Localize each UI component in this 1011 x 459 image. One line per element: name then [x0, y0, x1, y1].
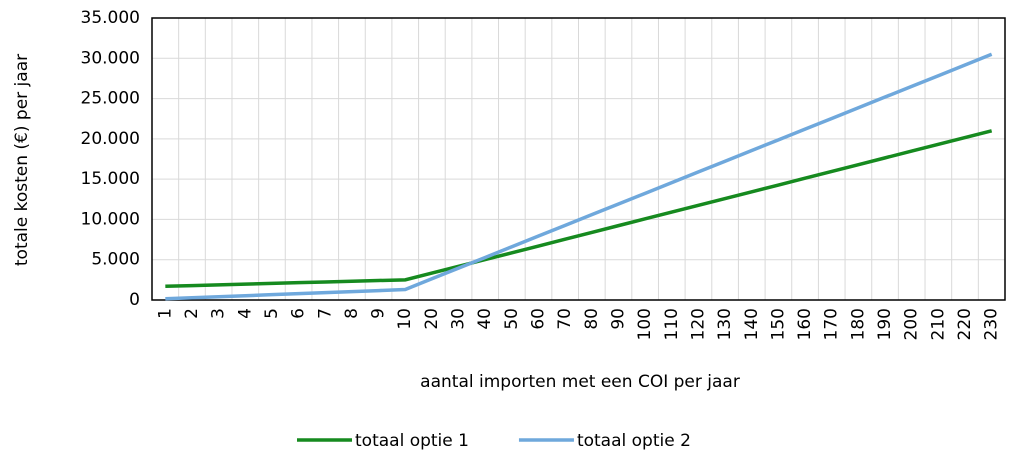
x-tick-label: 3	[209, 308, 229, 319]
y-tick-label: 20.000	[81, 129, 140, 149]
x-tick-label: 4	[235, 308, 255, 319]
plot-border	[151, 17, 1006, 301]
x-tick-label: 7	[315, 308, 335, 319]
x-tick-label: 5	[262, 308, 282, 319]
x-tick-label: 160	[795, 308, 815, 340]
x-tick-label: 230	[982, 308, 1002, 340]
legend-label: totaal optie 2	[577, 431, 691, 451]
x-tick-label: 150	[768, 308, 788, 340]
y-tick-label: 15.000	[81, 169, 140, 189]
x-tick-label: 8	[342, 308, 362, 319]
legend-label: totaal optie 1	[355, 431, 469, 451]
x-tick-label: 40	[475, 308, 495, 330]
x-tick-label: 110	[662, 308, 682, 340]
x-tick-label: 130	[715, 308, 735, 340]
y-tick-label: 30.000	[81, 48, 140, 68]
x-tick-label: 120	[688, 308, 708, 340]
x-tick-label: 100	[635, 308, 655, 340]
y-tick-label: 0	[129, 290, 140, 310]
x-tick-label: 220	[955, 308, 975, 340]
series-line	[165, 52, 993, 301]
x-tick-label: 1	[155, 308, 175, 319]
x-tick-label: 210	[928, 308, 948, 340]
x-tick-label: 20	[422, 308, 442, 330]
x-tick-label: 180	[848, 308, 868, 340]
x-tick-label: 10	[395, 308, 415, 330]
x-tick-label: 50	[502, 308, 522, 330]
x-tick-label: 200	[902, 308, 922, 340]
x-tick-label: 190	[875, 308, 895, 340]
x-tick-label: 90	[608, 308, 628, 330]
x-tick-label: 6	[289, 308, 309, 319]
x-tick-label: 2	[182, 308, 202, 319]
y-tick-label: 5.000	[91, 250, 140, 270]
y-axis-label: totale kosten (€) per jaar	[12, 54, 32, 266]
y-tick-label: 25.000	[81, 89, 140, 109]
x-axis-label: aantal importen met een COI per jaar	[420, 372, 740, 392]
y-tick-label: 10.000	[81, 209, 140, 229]
x-tick-label: 30	[449, 308, 469, 330]
y-tick-label: 35.000	[81, 8, 140, 28]
x-tick-label: 60	[529, 308, 549, 330]
series-line	[165, 129, 993, 289]
x-tick-label: 70	[555, 308, 575, 330]
x-tick-label: 80	[582, 308, 602, 330]
x-tick-label: 170	[822, 308, 842, 340]
x-tick-label: 140	[742, 308, 762, 340]
x-tick-label: 9	[369, 308, 389, 319]
